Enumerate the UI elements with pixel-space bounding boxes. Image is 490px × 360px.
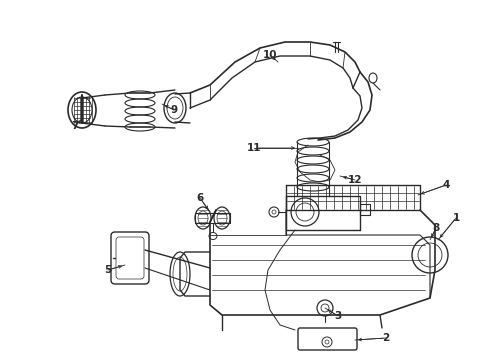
Text: 4: 4 <box>442 180 450 190</box>
Text: 5: 5 <box>104 265 112 275</box>
Text: 1: 1 <box>452 213 460 223</box>
Text: 8: 8 <box>432 223 440 233</box>
Text: 7: 7 <box>72 121 79 131</box>
Text: 10: 10 <box>263 50 277 60</box>
Text: 3: 3 <box>334 311 342 321</box>
Text: 2: 2 <box>382 333 390 343</box>
Text: 6: 6 <box>196 193 204 203</box>
Text: 11: 11 <box>247 143 261 153</box>
Text: 9: 9 <box>171 105 177 115</box>
Text: 12: 12 <box>348 175 362 185</box>
